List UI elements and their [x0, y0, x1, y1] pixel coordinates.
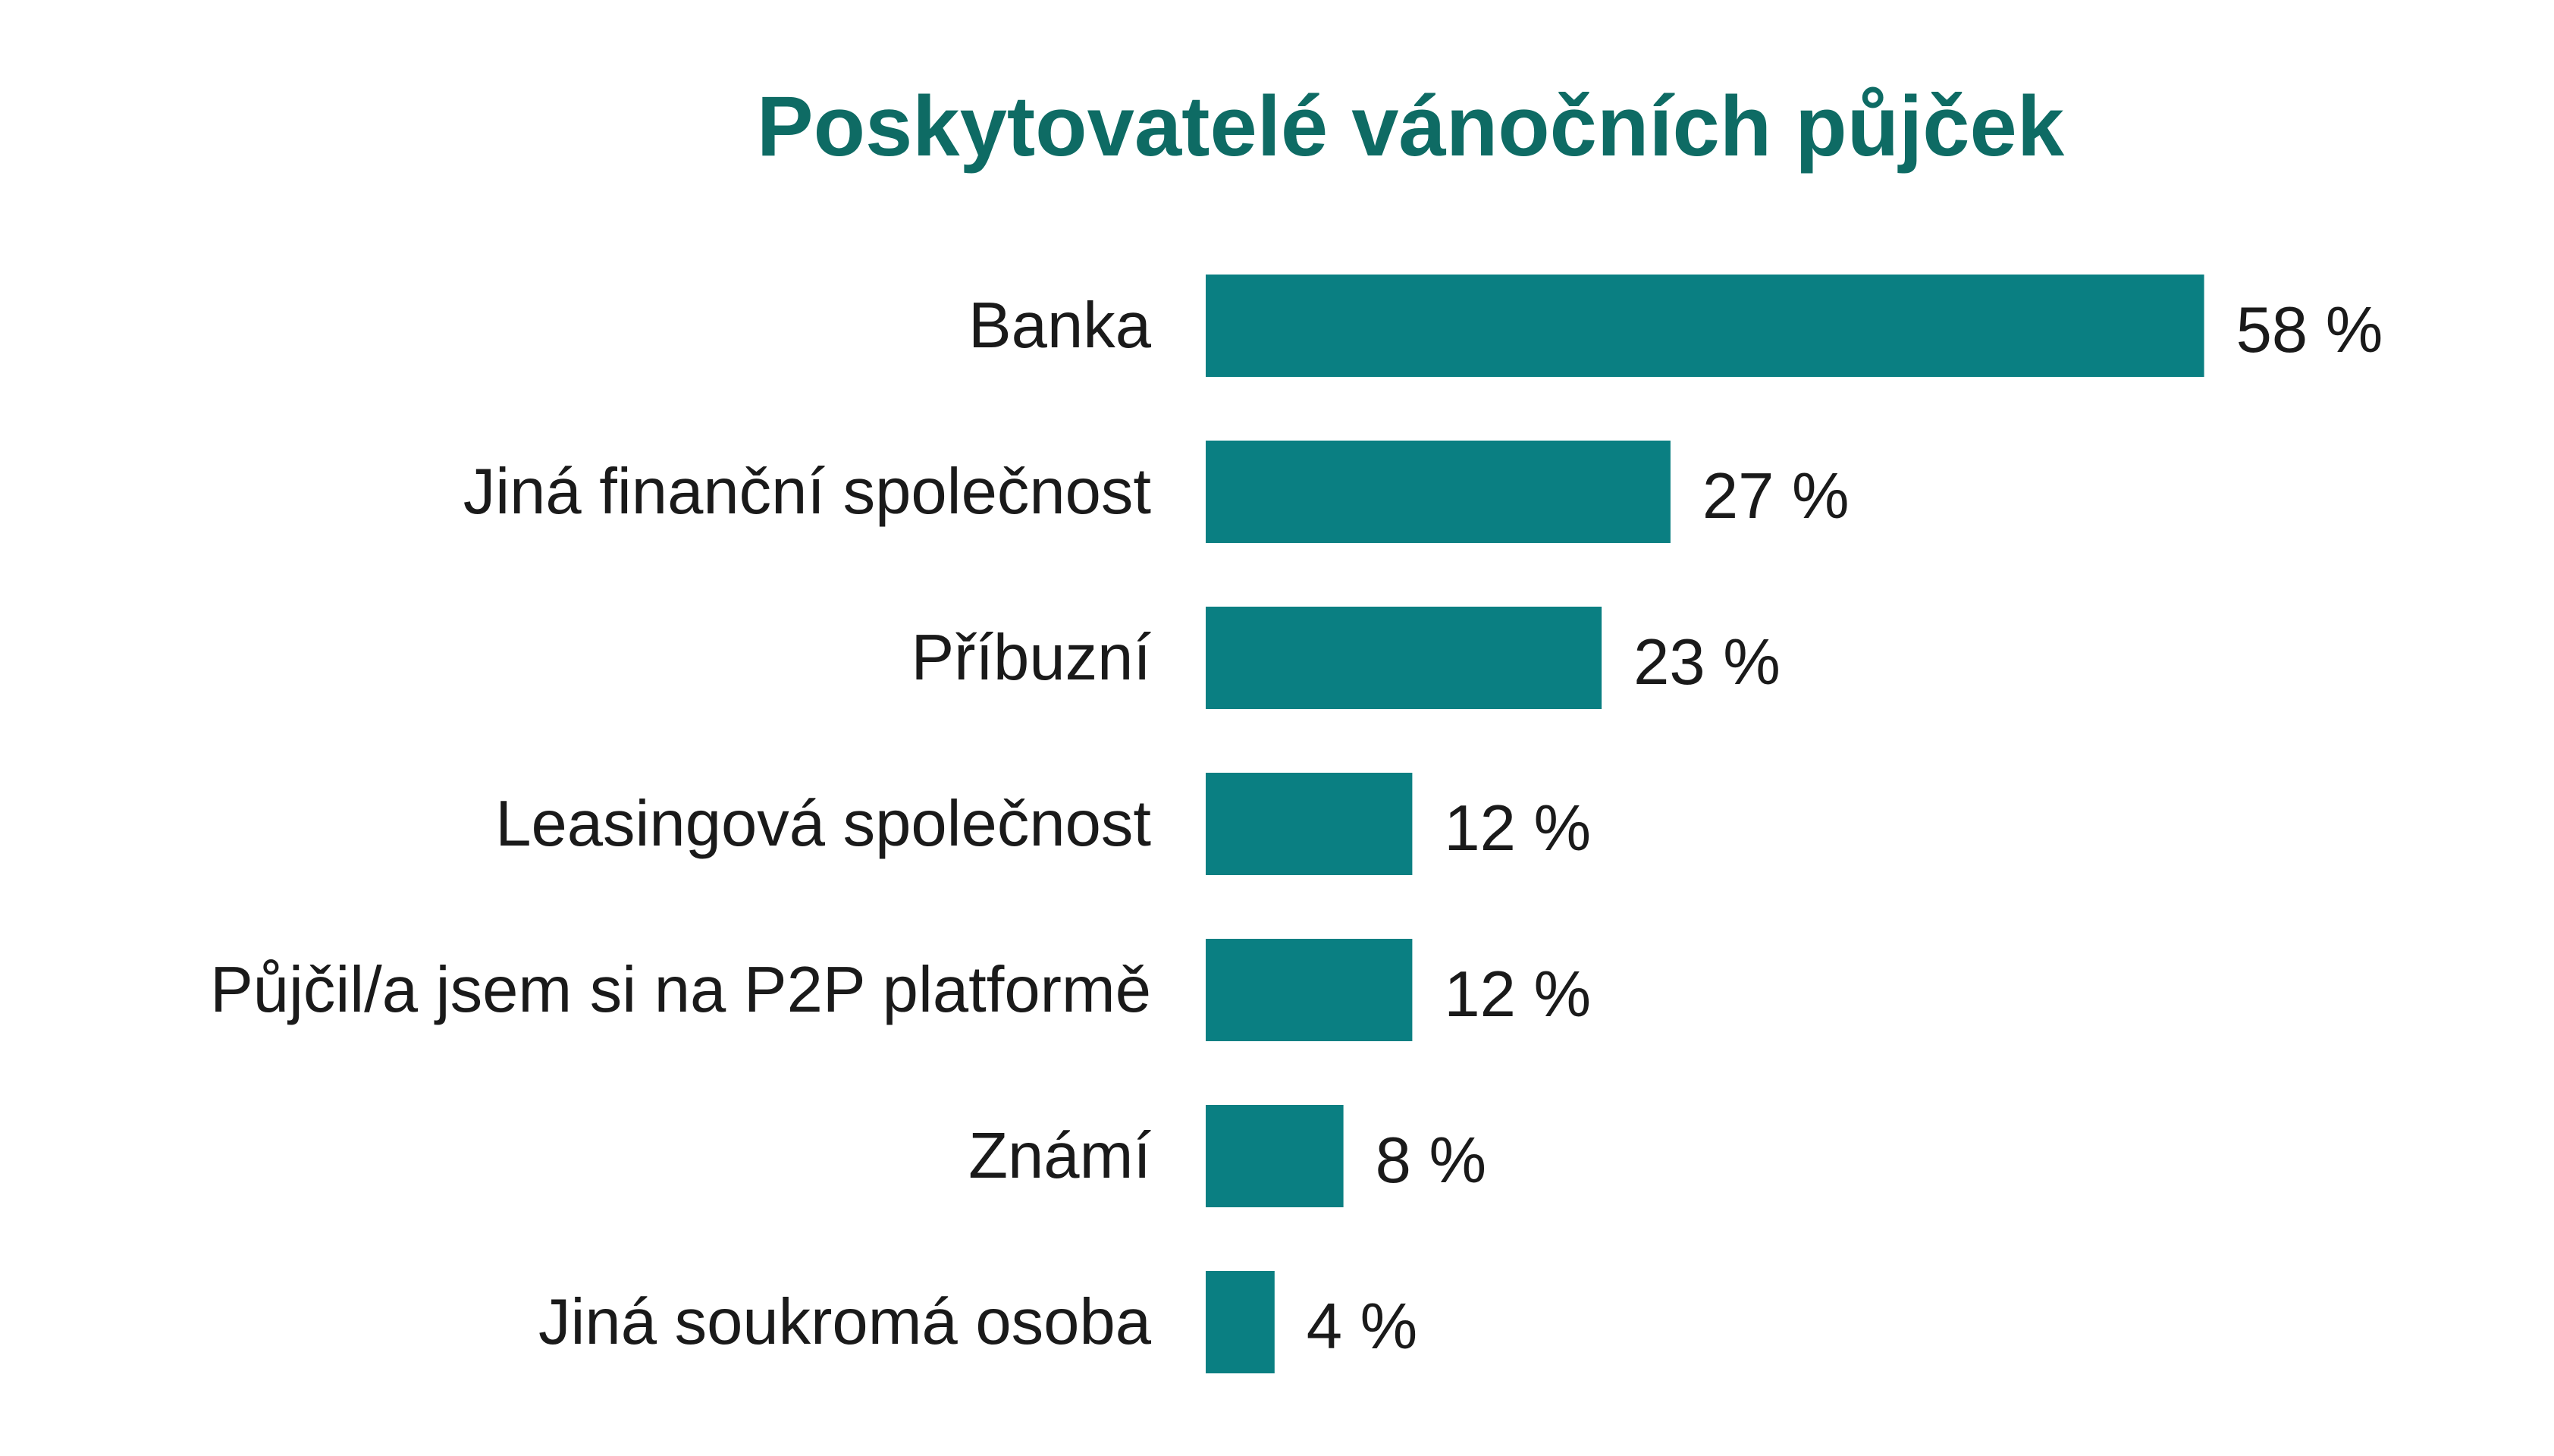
- value-label: 58 %: [2236, 294, 2383, 366]
- value-label: 4 %: [1307, 1291, 1417, 1363]
- category-label: Banka: [968, 290, 1152, 362]
- bar-3: [1206, 773, 1413, 875]
- value-label: 27 %: [1702, 460, 1850, 532]
- chart-title: Poskytovatelé vánočních půjček: [757, 79, 2065, 174]
- bar-1: [1206, 441, 1671, 543]
- bar-0: [1206, 275, 2204, 377]
- value-labels: 58 % 27 % 23 % 12 % 12 % 8 % 4 %: [1307, 294, 2383, 1363]
- value-label: 12 %: [1444, 959, 1591, 1031]
- bar-2: [1206, 607, 1602, 709]
- value-label: 12 %: [1444, 792, 1591, 864]
- bar-5: [1206, 1105, 1344, 1207]
- value-label: 23 %: [1633, 626, 1781, 698]
- category-label: Příbuzní: [911, 622, 1151, 694]
- category-label: Půjčil/a jsem si na P2P platformě: [210, 954, 1151, 1026]
- bars-layer: [1206, 275, 2204, 1373]
- bar-4: [1206, 939, 1413, 1041]
- category-labels: Banka Jiná finanční společnost Příbuzní Lea…: [210, 290, 1152, 1358]
- category-label: Jiná finanční společnost: [463, 456, 1151, 528]
- bar-6: [1206, 1271, 1275, 1373]
- category-label: Jiná soukromá osoba: [538, 1286, 1152, 1358]
- category-label: Známí: [968, 1120, 1151, 1192]
- category-label: Leasingová společnost: [495, 788, 1151, 860]
- value-label: 8 %: [1376, 1125, 1486, 1197]
